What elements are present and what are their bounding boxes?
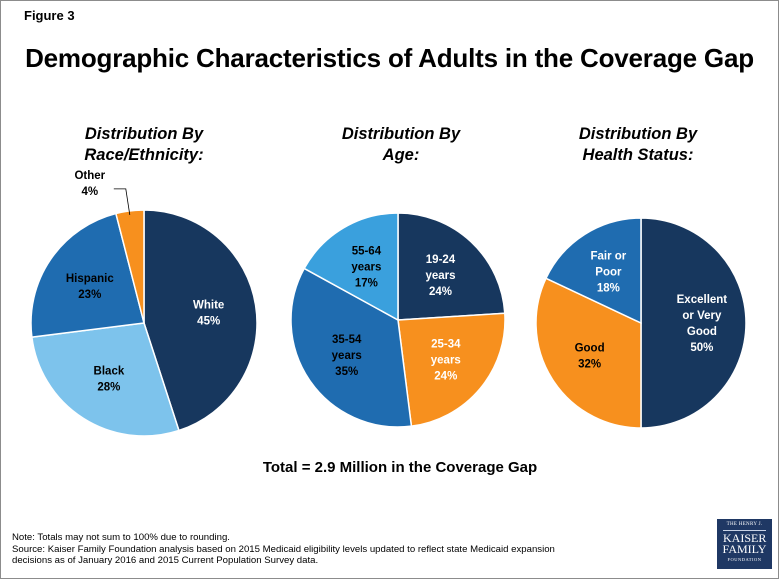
pie-health-slice <box>535 277 642 429</box>
pie-race-label: White <box>193 300 224 312</box>
pie-age-label: years <box>425 270 455 282</box>
pie-age-slice <box>397 312 506 427</box>
pie-health-label: Fair or <box>591 251 627 263</box>
logo-line-4: FOUNDATION <box>727 557 762 562</box>
pie-race-subtitle: Distribution By Race/Ethnicity: <box>34 124 254 166</box>
logo-line-3: FAMILY <box>722 542 767 556</box>
pie-race-label: Black <box>94 365 125 377</box>
pie-age-label: 17% <box>355 278 378 290</box>
pie-age-label: 55-64 <box>352 246 382 258</box>
pie-race-label: Hispanic <box>66 273 115 285</box>
pie-health-label: Good <box>575 343 605 355</box>
pie-health-label: Excellent <box>677 294 728 306</box>
pie-race-leader-line <box>113 188 131 215</box>
pie-age-slice <box>303 212 399 322</box>
pie-health-label: Good <box>687 326 717 338</box>
pie-age-slice <box>397 212 506 321</box>
pie-race-slice <box>30 212 145 338</box>
logo-line-2: KAISER <box>723 530 767 545</box>
pie-health-subtitle-line-2: Health Status: <box>582 146 694 164</box>
pie-age-slice <box>290 267 413 428</box>
pie-race-slice <box>114 209 145 324</box>
pie-age-label: years <box>332 350 362 362</box>
pie-race-label: Other <box>74 170 105 182</box>
pie-race-subtitle-line-2: Race/Ethnicity: <box>84 146 204 164</box>
pie-age-label: 19-24 <box>426 254 456 266</box>
pie-age-label: 25-34 <box>431 339 461 351</box>
pie-race-label: 23% <box>78 289 101 301</box>
logo-line-1: THE HENRY J. <box>726 522 763 527</box>
source-line-cont: decisions as of January 2016 and 2015 Cu… <box>12 555 319 566</box>
pie-age-label: 35% <box>335 366 358 378</box>
pie-health-label: 50% <box>690 342 713 354</box>
pie-health-label: 18% <box>597 283 620 295</box>
page-title: Demographic Characteristics of Adults in… <box>25 43 754 73</box>
kff-logo: THE HENRY J. KAISER FAMILY FOUNDATION <box>717 519 772 569</box>
notes-block: Note: Totals may not sum to 100% due to … <box>12 532 555 567</box>
pie-health-label: Poor <box>595 267 622 279</box>
pie-age-label: 24% <box>429 286 452 298</box>
pie-race-label: 45% <box>197 316 220 328</box>
pie-race-subtitle-line-1: Distribution By <box>84 125 204 143</box>
pie-health-subtitle: Distribution By Health Status: <box>528 124 748 166</box>
pie-age-subtitle-line-2: Age: <box>382 146 420 164</box>
pie-health-label: 32% <box>578 359 601 371</box>
pie-age-label: years <box>431 355 461 367</box>
figure-label: Figure 3 <box>24 8 75 23</box>
pie-age-subtitle: Distribution By Age: <box>291 124 511 166</box>
note-line: Note: Totals may not sum to 100% due to … <box>12 532 230 543</box>
pie-race-slice <box>143 209 258 432</box>
pie-age-label: 24% <box>434 371 457 383</box>
pie-health-slice <box>640 217 747 429</box>
pie-health-subtitle-line-1: Distribution By <box>578 125 698 143</box>
total-caption: Total = 2.9 Million in the Coverage Gap <box>262 459 538 476</box>
pie-race-label: 4% <box>81 186 98 198</box>
pie-age-label: years <box>351 262 381 274</box>
pie-age-label: 35-54 <box>332 334 362 346</box>
pie-health-slice <box>544 217 642 325</box>
pie-race-label: 28% <box>97 381 120 393</box>
pie-race-slice <box>31 322 180 437</box>
pie-age-subtitle-line-1: Distribution By <box>341 125 461 143</box>
source-line: Source: Kaiser Family Foundation analysi… <box>12 543 555 555</box>
pie-health-label: or Very <box>682 310 722 322</box>
